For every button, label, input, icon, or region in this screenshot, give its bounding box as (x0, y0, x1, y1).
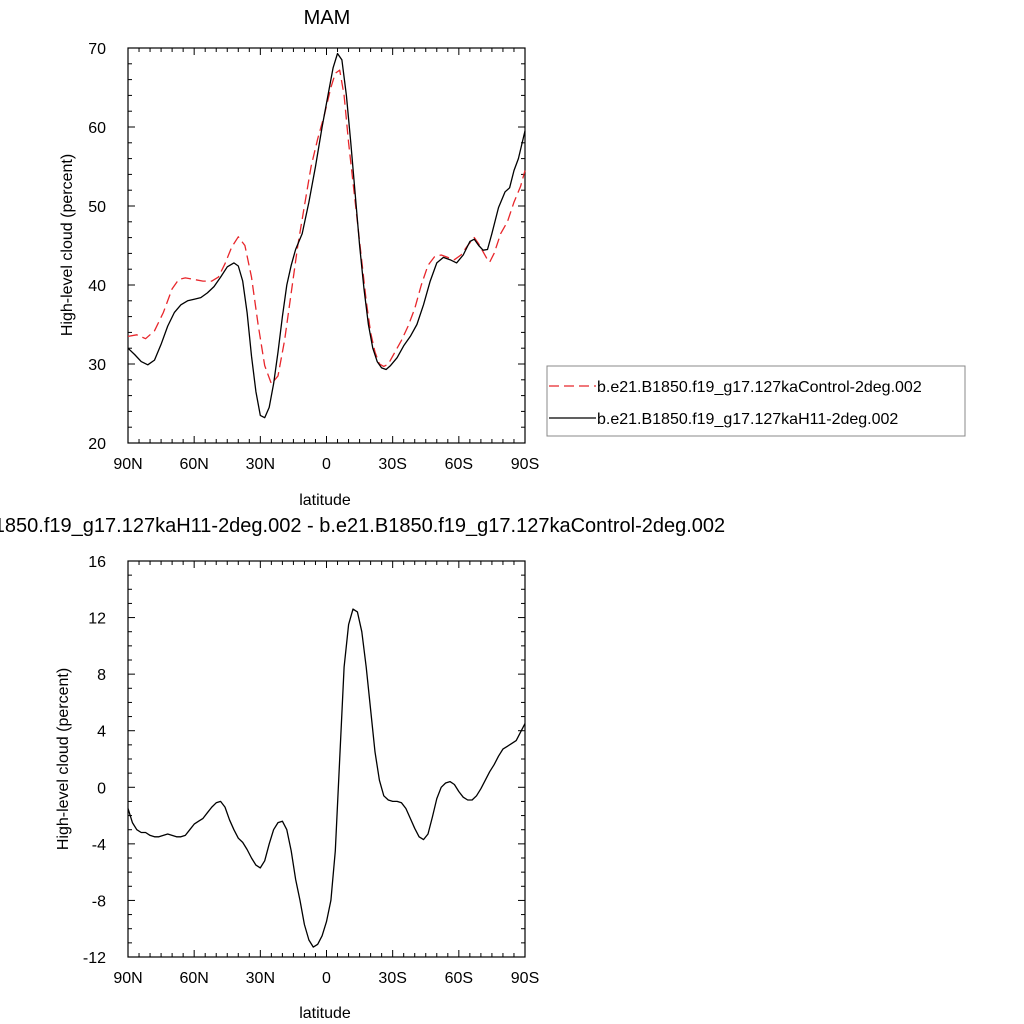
top-x-tick-label: 0 (322, 456, 331, 473)
top-series-line-1 (127, 52, 526, 419)
bottom-plot-frame (127, 560, 526, 958)
top-y-tick-label: 60 (88, 120, 106, 137)
top-y-tick-label: 40 (88, 278, 106, 295)
bottom-x-tick-label: 90S (511, 970, 539, 987)
top-x-axis-label: latitude (299, 492, 351, 509)
bottom-x-tick-label: 30N (246, 970, 275, 987)
bottom-x-axis-label: latitude (299, 1005, 351, 1022)
top-x-tick-label: 90S (511, 456, 539, 473)
bottom-y-tick-label: 8 (97, 667, 106, 684)
top-x-tick-label: 30N (246, 456, 275, 473)
top-y-tick-label: 20 (88, 436, 106, 453)
top-y-tick-label: 70 (88, 41, 106, 58)
bottom-y-axis-label: High-level cloud (percent) (55, 668, 72, 850)
bottom-x-tick-label: 90N (113, 970, 142, 987)
bottom-plot-area: 90N 60N 30N 0 30S 60S 90S -12 -8 -4 0 4 8 12 16 (83, 554, 539, 987)
bottom-y-tick-label: 4 (97, 724, 106, 741)
bottom-x-tick-label: 60N (179, 970, 208, 987)
top-plot-area: 90N 60N 30N 0 30S 60S 90S 20 30 40 50 60 70 (88, 41, 539, 473)
legend-label-h11: b.e21.B1850.f19_g17.127kaH11-2deg.002 (597, 411, 898, 428)
bottom-chart-title: b.e21.B1850.f19_g17.127kaH11-2deg.002 - … (0, 515, 725, 537)
bottom-chart: b.e21.B1850.f19_g17.127kaH11-2deg.002 - … (0, 515, 725, 1022)
bottom-y-tick-label: -8 (92, 893, 106, 910)
bottom-x-tick-label: 60S (445, 970, 473, 987)
legend: b.e21.B1850.f19_g17.127kaControl-2deg.00… (546, 365, 966, 437)
bottom-y-tick-label: -12 (83, 950, 106, 967)
top-chart-title: MAM (304, 7, 351, 29)
top-x-tick-label: 60S (445, 456, 473, 473)
top-chart: MAM 90N 60N 30N 0 30S 60S 90S 20 30 40 50 60 70 lati… (59, 7, 539, 509)
bottom-y-tick-label: 12 (88, 611, 106, 628)
top-y-axis-label: High-level cloud (percent) (59, 154, 76, 336)
bottom-y-tick-label: 0 (97, 780, 106, 797)
top-series-line-0 (127, 69, 526, 385)
top-y-tick-label: 30 (88, 357, 106, 374)
bottom-y-tick-label: -4 (92, 837, 106, 854)
bottom-series-line-0 (127, 608, 526, 948)
bottom-y-tick-label: 16 (88, 554, 106, 571)
top-x-tick-label: 30S (378, 456, 406, 473)
legend-label-control: b.e21.B1850.f19_g17.127kaControl-2deg.00… (597, 379, 922, 396)
top-x-tick-label: 90N (113, 456, 142, 473)
bottom-x-tick-label: 0 (322, 970, 331, 987)
legend-box (546, 365, 966, 437)
top-x-tick-label: 60N (179, 456, 208, 473)
top-y-tick-label: 50 (88, 199, 106, 216)
bottom-x-tick-label: 30S (378, 970, 406, 987)
